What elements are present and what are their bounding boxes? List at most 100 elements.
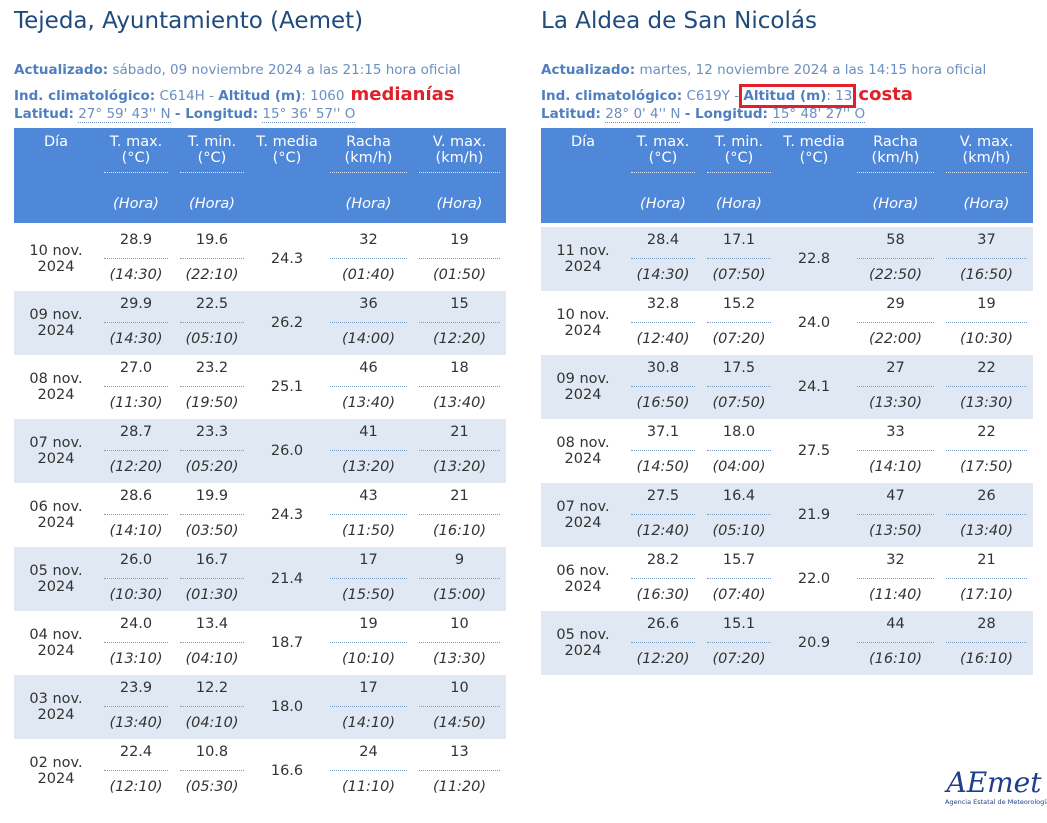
value: 15.7 (707, 547, 771, 579)
value-cell: 18 (413, 355, 506, 387)
value: 37.1 (631, 419, 695, 451)
value-cell: 32.8 (625, 291, 701, 323)
value-cell: 13.4 (174, 611, 250, 643)
column-label: T. min. (°C) (707, 134, 771, 173)
column-sub: (Hora) (625, 185, 701, 223)
value: 28.6 (104, 483, 168, 515)
day-cell: 09 nov. 2024 (29, 307, 83, 339)
column-header: Racha (km/h) (851, 128, 940, 185)
value: 23.3 (180, 419, 244, 451)
time-cell: (11:20) (432, 779, 487, 795)
value-cell: 22 (940, 419, 1033, 451)
column-header: V. max. (km/h) (940, 128, 1033, 185)
mean-cell: 26.2 (270, 315, 304, 331)
time-cell: (13:40) (432, 395, 487, 411)
day-cell: 08 nov. 2024 (556, 435, 610, 467)
day-cell: 11 nov. 2024 (556, 243, 610, 275)
meta-label: Ind. climatológico: (14, 88, 156, 104)
value: 37 (946, 227, 1027, 259)
data-row: 06 nov. 2024 28.2 15.7 22.0 32 21 (541, 547, 1033, 595)
time-cell: (10:10) (341, 651, 396, 667)
meta-value: 27° 59' 43'' N (78, 106, 171, 123)
time-cell: (14:30) (109, 267, 163, 283)
time-cell: (19:50) (185, 395, 239, 411)
value-cell: 24 (324, 739, 413, 771)
meta-line: Latitud: 27° 59' 43'' N - Longitud: 15° … (14, 106, 356, 123)
value: 22.5 (180, 291, 244, 323)
mean-cell: 25.1 (270, 379, 304, 395)
time-cell: (13:40) (959, 523, 1014, 539)
meta-value: 15° 36' 57'' O (262, 106, 356, 123)
time-cell: (05:10) (185, 331, 239, 347)
header-row: (Hora) (Hora) (Hora) (Hora) (541, 185, 1033, 223)
value-cell: 28.6 (98, 483, 174, 515)
column-header: V. max. (km/h) (413, 128, 506, 185)
value: 16.4 (707, 483, 771, 515)
mean-cell: 21.9 (797, 507, 831, 523)
annotation: costa (858, 84, 913, 105)
time-cell: (22:50) (868, 267, 923, 283)
value: 32 (857, 547, 934, 579)
meta-value: 15° 48' 27'' O (772, 106, 866, 123)
mean-cell: 22.0 (797, 571, 831, 587)
header-row: Día T. max. (°C) T. min. (°C) T. media (°C)… (541, 128, 1033, 223)
column-label: T. min. (°C) (180, 134, 244, 173)
value-cell: 28.2 (625, 547, 701, 579)
day-cell: 04 nov. 2024 (29, 627, 83, 659)
time-cell: (16:10) (959, 651, 1014, 667)
value-cell: 24.0 (98, 611, 174, 643)
time-cell: (16:10) (868, 651, 923, 667)
value-cell: 29.9 (98, 291, 174, 323)
value: 43 (330, 483, 407, 515)
time-cell: (07:50) (712, 395, 766, 411)
data-row: 06 nov. 2024 28.6 19.9 24.3 43 21 (14, 483, 506, 531)
value-cell: 12.2 (174, 675, 250, 707)
value: 28 (946, 611, 1027, 643)
time-cell: (05:20) (185, 459, 239, 475)
time-cell: (14:10) (868, 459, 923, 475)
time-cell: (17:50) (959, 459, 1014, 475)
time-cell: (14:50) (432, 715, 487, 731)
value-cell: 19 (324, 611, 413, 643)
mean-cell: 24.0 (797, 315, 831, 331)
value: 24 (330, 739, 407, 771)
column-label: V. max. (km/h) (946, 134, 1027, 173)
data-row: 07 nov. 2024 27.5 16.4 21.9 47 26 (541, 483, 1033, 531)
meta-value: 28° 0' 4'' N (605, 106, 681, 123)
column-label: Racha (km/h) (330, 134, 407, 173)
value: 21 (419, 419, 500, 451)
time-cell: (22:00) (868, 331, 923, 347)
time-cell: (11:30) (109, 395, 163, 411)
mean-cell: 27.5 (797, 443, 831, 459)
data-row: 07 nov. 2024 28.7 23.3 26.0 41 21 (14, 419, 506, 467)
time-cell: (11:50) (341, 523, 396, 539)
column-sub: (Hora) (413, 185, 506, 223)
column-header: Día (14, 128, 98, 223)
time-cell: (07:40) (712, 587, 766, 603)
value: 27.0 (104, 355, 168, 387)
time-cell: (13:40) (109, 715, 163, 731)
time-cell: (10:30) (109, 587, 163, 603)
time-cell: (01:50) (432, 267, 487, 283)
value: 33 (857, 419, 934, 451)
column-label: T. max. (°C) (631, 134, 695, 173)
station-title: La Aldea de San Nicolás (541, 8, 817, 34)
value-cell: 28.7 (98, 419, 174, 451)
mean-cell: 20.9 (797, 635, 831, 651)
time-cell: (03:50) (185, 523, 239, 539)
value-cell: 37 (940, 227, 1033, 259)
gap (14, 223, 506, 227)
value-cell: 10 (413, 611, 506, 643)
mean-cell: 26.0 (270, 443, 304, 459)
data-row: 05 nov. 2024 26.6 15.1 20.9 44 28 (541, 611, 1033, 659)
time-cell: (12:20) (432, 331, 487, 347)
mean-cell: 18.7 (270, 635, 304, 651)
header-row: (Hora) (Hora) (Hora) (Hora) (14, 185, 506, 223)
value-cell: 26.6 (625, 611, 701, 643)
value: 29 (857, 291, 934, 323)
value: 23.9 (104, 675, 168, 707)
value-cell: 22.4 (98, 739, 174, 771)
time-cell: (14:50) (636, 459, 690, 475)
time-cell: (10:30) (959, 331, 1014, 347)
column-label: T. media (°C) (783, 134, 845, 166)
